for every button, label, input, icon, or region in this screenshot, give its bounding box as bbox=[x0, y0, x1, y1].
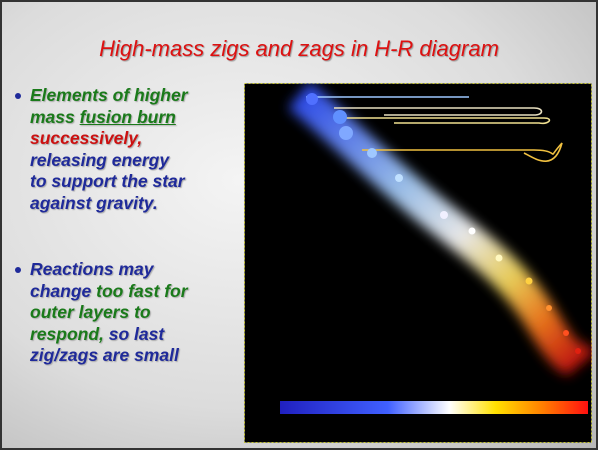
text-run: releasing energy bbox=[30, 150, 169, 170]
bullet-dot bbox=[15, 267, 21, 273]
text-run: respond, bbox=[30, 324, 104, 344]
text-run: change bbox=[30, 281, 96, 301]
bullet-line: zig/zags are small bbox=[12, 345, 240, 367]
text-run: outer layers to bbox=[30, 302, 151, 322]
text-run: successively, bbox=[30, 128, 142, 148]
text-run: fusion burn bbox=[80, 107, 176, 127]
bullet-line: releasing energy bbox=[12, 150, 240, 172]
bullet-line: to support the star bbox=[12, 171, 240, 193]
text-run: against gravity. bbox=[30, 193, 158, 213]
text-run: too fast for bbox=[96, 281, 187, 301]
bullet-dot bbox=[15, 93, 21, 99]
text-run: Elements of higher bbox=[30, 85, 188, 105]
text-run: mass bbox=[30, 107, 80, 127]
bullet-line: outer layers to bbox=[12, 302, 240, 324]
bullet-line: change too fast for bbox=[12, 281, 240, 303]
bullet-line: respond, so last bbox=[12, 324, 240, 346]
slide: High-mass zigs and zags in H-R diagram E… bbox=[0, 0, 598, 450]
bullet-line: successively, bbox=[12, 128, 240, 150]
text-run: to support the star bbox=[30, 171, 185, 191]
bullet-line: against gravity. bbox=[12, 193, 240, 215]
bullet-line: mass fusion burn bbox=[12, 107, 240, 129]
text-run: Reactions may bbox=[30, 259, 154, 279]
bullet-line: Reactions may bbox=[12, 259, 240, 281]
text-run: so last bbox=[104, 324, 164, 344]
text-run: zig/zags are small bbox=[30, 345, 179, 365]
bullet-line: Elements of higher bbox=[12, 85, 240, 107]
hr-diagram bbox=[244, 83, 592, 443]
figure-frame bbox=[245, 84, 592, 443]
slide-title: High-mass zigs and zags in H-R diagram bbox=[2, 36, 596, 62]
spectral-bar bbox=[280, 401, 588, 414]
